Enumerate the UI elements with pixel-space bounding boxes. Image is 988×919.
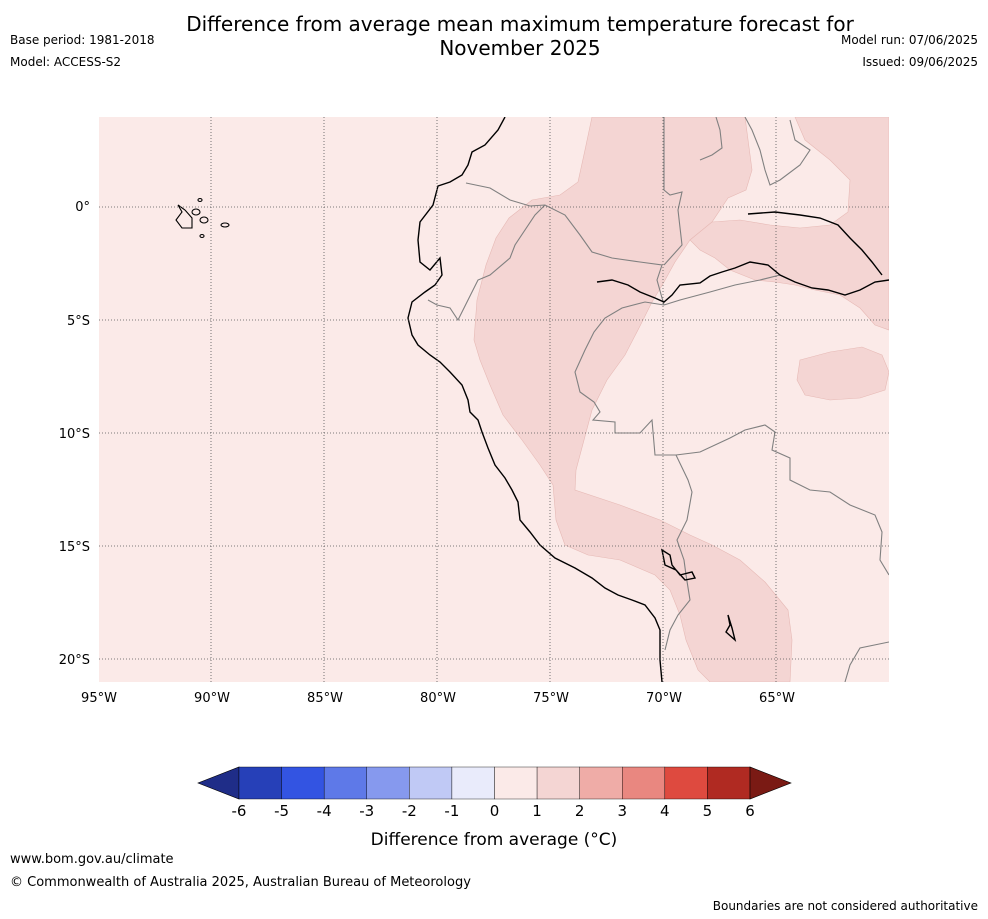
colorbar-tick-label: 2 xyxy=(575,802,585,820)
chart-title: Difference from average mean maximum tem… xyxy=(100,12,940,60)
base-period: Base period: 1981-2018 xyxy=(10,33,155,47)
coastline xyxy=(407,117,889,682)
colorbar-tick-label: 6 xyxy=(745,802,755,820)
colorbar-tick-label: 0 xyxy=(490,802,500,820)
lat-tick: 0° xyxy=(75,200,90,215)
meta-right: Model run: 07/06/2025 Issued: 09/06/2025 xyxy=(841,29,978,73)
title-line-2: November 2025 xyxy=(439,36,601,60)
lat-tick: 5°S xyxy=(67,314,90,329)
colorbar-title: Difference from average (°C) xyxy=(371,830,618,850)
colorbar-tick-label: 4 xyxy=(660,802,670,820)
model-run: Model run: 07/06/2025 xyxy=(840,33,978,47)
title-line-1: Difference from average mean maximum tem… xyxy=(186,12,854,36)
colorbar-segment xyxy=(664,766,708,800)
forecast-map: 95°W 90°W 85°W 80°W 75°W 70°W 65°W 0° 5°… xyxy=(59,117,889,706)
lat-tick: 20°S xyxy=(59,653,90,668)
latitude-ticks: 0° 5°S 10°S 15°S 20°S xyxy=(59,200,90,668)
colorbar-segment xyxy=(238,766,282,800)
colorbar-segment xyxy=(494,766,538,800)
colorbar-segment xyxy=(281,766,325,800)
footer-copyright: © Commonwealth of Australia 2025, Austra… xyxy=(10,875,471,890)
lon-tick: 80°W xyxy=(420,691,456,706)
longitude-ticks: 95°W 90°W 85°W 80°W 75°W 70°W 65°W xyxy=(81,691,795,706)
colorbar-segment xyxy=(366,766,410,800)
gridlines xyxy=(99,117,889,682)
colorbar-tick-label: 1 xyxy=(532,802,542,820)
country-borders xyxy=(427,117,889,682)
colorbar-segment xyxy=(707,766,751,800)
lon-tick: 90°W xyxy=(194,691,230,706)
lon-tick: 95°W xyxy=(81,691,117,706)
footer-boundaries-note: Boundaries are not considered authoritat… xyxy=(712,899,978,913)
colorbar-segment xyxy=(579,766,623,800)
footer-url[interactable]: www.bom.gov.au/climate xyxy=(10,852,174,867)
colorbar-tick-label: -2 xyxy=(402,802,417,820)
lon-tick: 75°W xyxy=(533,691,569,706)
colorbar-tick-label: -6 xyxy=(232,802,247,820)
warm-anomaly-region-central xyxy=(473,117,793,682)
colorbar-extend-low xyxy=(197,766,240,800)
colorbar-extend-high xyxy=(749,766,792,800)
lat-tick: 10°S xyxy=(59,427,90,442)
colorbar-tick-label: -4 xyxy=(317,802,332,820)
colorbar-segment xyxy=(622,766,666,800)
colorbar-tick-label: -3 xyxy=(359,802,374,820)
warm-anomaly-region-east xyxy=(796,346,889,401)
colorbar-segment xyxy=(409,766,453,800)
lat-tick: 15°S xyxy=(59,540,90,555)
issued-date: Issued: 09/06/2025 xyxy=(862,55,978,69)
galapagos-islands xyxy=(175,197,230,239)
colorbar-tick-label: -5 xyxy=(274,802,289,820)
warm-anomaly-region-northeast xyxy=(689,117,889,331)
colorbar-tick-label: 5 xyxy=(703,802,713,820)
colorbar-tick-label: 3 xyxy=(617,802,627,820)
colorbar-segment xyxy=(536,766,580,800)
lon-tick: 70°W xyxy=(646,691,682,706)
lon-tick: 65°W xyxy=(759,691,795,706)
model-name: Model: ACCESS-S2 xyxy=(10,55,122,69)
colorbar-segment xyxy=(451,766,495,800)
lon-tick: 85°W xyxy=(307,691,343,706)
colorbar-tick-label: -1 xyxy=(444,802,459,820)
meta-left: Base period: 1981-2018 Model: ACCESS-S2 xyxy=(10,29,155,73)
colorbar-segment xyxy=(323,766,367,800)
